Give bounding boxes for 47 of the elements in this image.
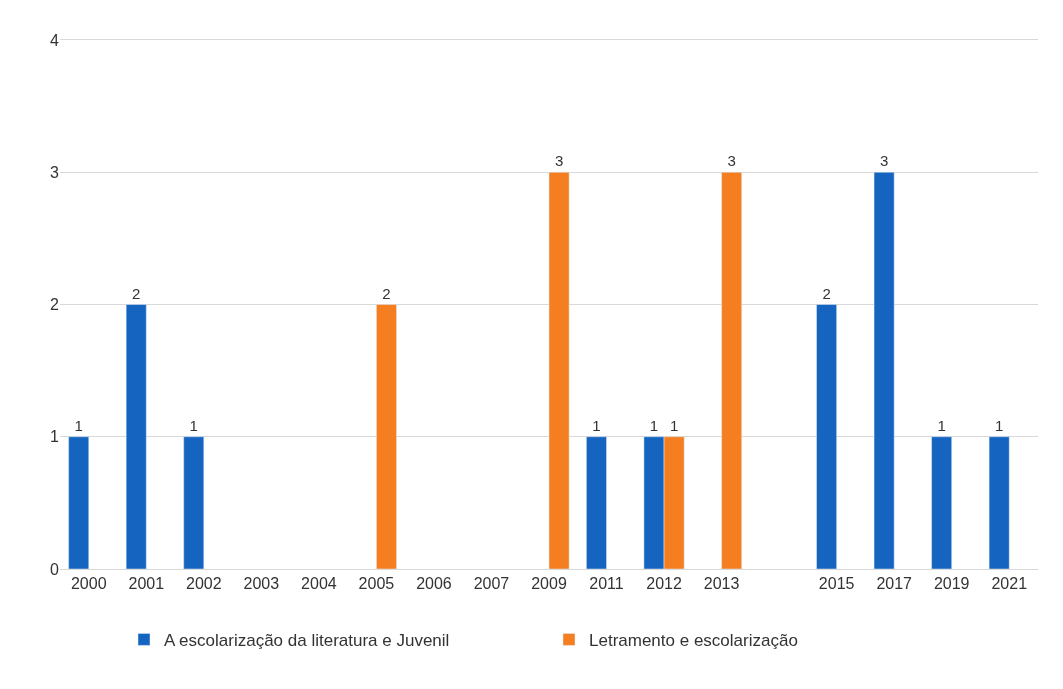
bar [586, 436, 607, 569]
data-label: 3 [879, 152, 889, 170]
y-tick-label: 4 [50, 31, 60, 49]
x-tick-label: 2003 [243, 575, 280, 593]
x-tick-label: 2021 [991, 575, 1028, 593]
bar [988, 436, 1010, 569]
y-tick-label: 0 [50, 560, 60, 578]
data-label: 3 [554, 152, 564, 170]
bar [183, 436, 205, 569]
x-tick-label: 2007 [473, 575, 510, 593]
x-tick-label: 2019 [933, 575, 970, 593]
bar [376, 304, 397, 569]
data-label: 1 [995, 416, 1004, 434]
y-tick-label: 1 [50, 428, 60, 446]
x-tick-label: 2002 [186, 575, 222, 593]
x-tick-label: 2004 [301, 575, 337, 593]
legend-label: A escolarização da literatura e Juvenil [164, 631, 450, 651]
legend-label: Letramento e escolarização [589, 631, 798, 651]
data-label: 3 [727, 152, 736, 170]
data-label: 1 [74, 416, 83, 434]
data-label: 2 [132, 284, 141, 302]
data-label: 1 [189, 416, 198, 434]
bar [125, 304, 147, 569]
data-label: 2 [822, 284, 831, 302]
x-tick-label: 2015 [818, 575, 855, 593]
data-label: 1 [669, 416, 679, 434]
y-tick-label: 3 [50, 163, 60, 181]
bar [931, 436, 952, 569]
x-tick-label: 2001 [128, 575, 165, 593]
x-tick-label: 2000 [70, 575, 107, 593]
bar [721, 172, 742, 569]
data-label: 2 [382, 284, 391, 302]
bar [548, 172, 570, 569]
y-tick-label: 2 [50, 296, 60, 314]
data-label: 1 [649, 416, 659, 434]
bar [68, 436, 90, 569]
data-label: 1 [592, 416, 601, 434]
x-tick-label: 2011 [589, 575, 624, 593]
data-label: 1 [937, 416, 946, 434]
bar [873, 172, 895, 569]
bar [816, 304, 837, 569]
x-tick-label: 2009 [531, 575, 567, 593]
x-tick-label: 2012 [646, 575, 682, 593]
x-tick-label: 2013 [703, 575, 740, 593]
x-tick-label: 2006 [416, 575, 452, 593]
x-tick-label: 2017 [876, 575, 913, 593]
x-tick-label: 2005 [358, 575, 395, 593]
